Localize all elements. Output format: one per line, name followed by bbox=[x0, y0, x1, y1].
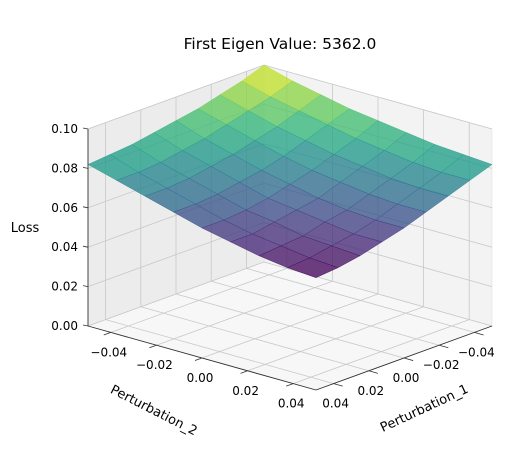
x-tick-label: 0.00 bbox=[187, 371, 214, 385]
z-tick-mark bbox=[82, 206, 89, 209]
z-tick-label: 0.10 bbox=[51, 122, 78, 136]
gridline-y-floor bbox=[211, 280, 440, 346]
x-tick-mark bbox=[149, 344, 157, 349]
y-tick-mark bbox=[368, 370, 379, 374]
y-axis-label: Perturbation_2 bbox=[108, 383, 200, 440]
gridline-y-floor bbox=[175, 293, 405, 359]
tick-labels: −0.04−0.020.000.020.04−0.04−0.020.000.02… bbox=[51, 122, 495, 411]
y-tick-mark bbox=[439, 344, 449, 349]
z-tick-mark bbox=[82, 285, 89, 287]
x-tick-label: −0.02 bbox=[136, 358, 173, 372]
y-tick-label: −0.04 bbox=[458, 345, 495, 359]
x-tick-label: 0.04 bbox=[278, 397, 305, 411]
z-tick-mark bbox=[82, 324, 89, 327]
x-tick-label: −0.04 bbox=[90, 345, 127, 359]
x-tick-mark bbox=[103, 332, 111, 336]
y-tick-label: −0.02 bbox=[423, 358, 460, 372]
z-tick-label: 0.08 bbox=[51, 161, 78, 175]
axes-lines bbox=[82, 127, 493, 391]
z-tick-label: 0.00 bbox=[51, 319, 78, 333]
y-tick-label: 0.00 bbox=[393, 371, 420, 385]
y-tick-mark bbox=[333, 383, 343, 387]
z-tick-mark bbox=[82, 167, 89, 169]
x-tick-label: 0.02 bbox=[232, 384, 259, 398]
loss-surface bbox=[87, 64, 493, 278]
x-axis-label: Perturbation_1 bbox=[378, 382, 471, 436]
z-tick-mark bbox=[82, 127, 89, 130]
gridline-y-floor bbox=[140, 306, 369, 372]
y-tick-label: 0.04 bbox=[322, 397, 349, 411]
gridline-y-floor bbox=[105, 319, 334, 384]
y-tick-mark bbox=[403, 357, 414, 361]
chart-title: First Eigen Value: 5362.0 bbox=[184, 35, 377, 53]
z-tick-mark bbox=[82, 245, 89, 248]
z-tick-label: 0.04 bbox=[51, 240, 78, 254]
x-tick-mark bbox=[194, 357, 203, 361]
z-axis-label: Loss bbox=[11, 221, 40, 236]
gridline-y-floor bbox=[246, 268, 475, 333]
x-tick-mark bbox=[240, 370, 248, 374]
surface-patch bbox=[286, 257, 339, 278]
y-tick-label: 0.02 bbox=[357, 384, 384, 398]
z-tick-label: 0.06 bbox=[51, 201, 78, 215]
z-tick-label: 0.02 bbox=[51, 280, 78, 294]
y-tick-mark bbox=[474, 332, 484, 336]
x-tick-mark bbox=[286, 383, 294, 387]
gridline-z bbox=[87, 261, 493, 327]
